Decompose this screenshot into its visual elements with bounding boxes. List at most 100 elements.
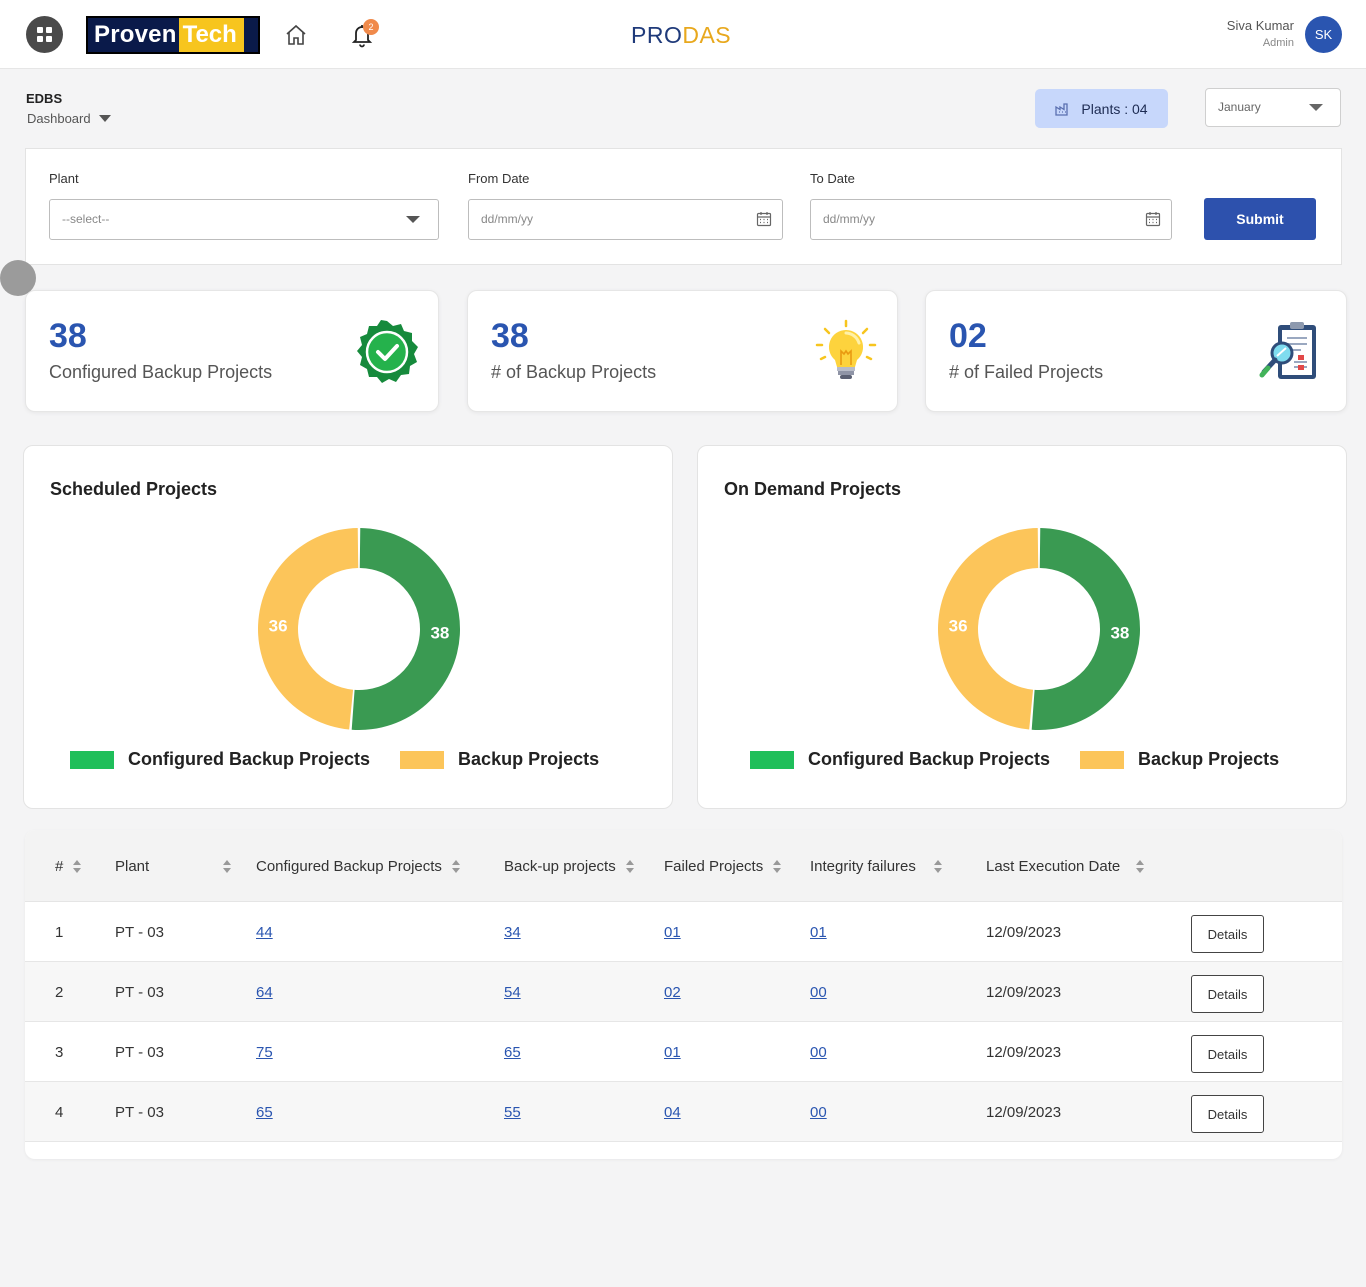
sort-icon [933, 860, 942, 873]
column-header-last-execution[interactable]: Last Execution Date [986, 858, 1145, 875]
app-menu-button[interactable] [26, 16, 63, 53]
details-button[interactable]: Details [1191, 915, 1264, 953]
cell-number-text: 3 [55, 1044, 64, 1061]
donut-label-backup: 36 [269, 617, 288, 636]
legend-label: Backup Projects [458, 749, 600, 769]
cell-integrity[interactable]: 00 [810, 1104, 827, 1121]
cell-failed[interactable]: 04 [664, 1104, 681, 1121]
cell-configured-link[interactable]: 75 [256, 1044, 273, 1061]
chart-card-on-demand: On Demand Projects 38 36 Configured Backu… [697, 445, 1347, 809]
cell-backup-link[interactable]: 34 [504, 924, 521, 941]
column-header-backup[interactable]: Back-up projects [504, 858, 634, 875]
calendar-icon[interactable] [756, 211, 772, 227]
sort-icon [773, 860, 782, 873]
cell-number-text: 4 [55, 1104, 64, 1121]
cell-backup-link[interactable]: 65 [504, 1044, 521, 1061]
donut-slice-configured[interactable] [1031, 528, 1140, 730]
column-header-number[interactable]: # [55, 858, 82, 875]
cell-configured[interactable]: 75 [256, 1044, 273, 1061]
top-bar: Proven Tech 2 PRODAS Siva Kumar Admin SK [0, 0, 1366, 69]
from-date-label: From Date [468, 171, 530, 186]
cell-configured-link[interactable]: 44 [256, 924, 273, 941]
cell-integrity[interactable]: 00 [810, 1044, 827, 1061]
donut-label-configured: 38 [1110, 623, 1129, 642]
legend-item-configured[interactable]: Configured Backup Projects [750, 749, 1050, 770]
sort-icon [451, 860, 460, 873]
legend-item-backup[interactable]: Backup Projects [400, 749, 599, 770]
plants-badge[interactable]: Plants : 04 [1035, 89, 1168, 128]
stat-value: 02 [949, 317, 987, 355]
details-button[interactable]: Details [1191, 975, 1264, 1013]
cell-backup[interactable]: 34 [504, 924, 521, 941]
cell-failed-link[interactable]: 02 [664, 984, 681, 1001]
cell-integrity[interactable]: 00 [810, 984, 827, 1001]
stat-label: # of Backup Projects [491, 362, 657, 382]
month-select[interactable]: January [1205, 88, 1341, 127]
legend-item-backup[interactable]: Backup Projects [1080, 749, 1279, 770]
avatar[interactable]: SK [1305, 16, 1342, 53]
cell-backup-link[interactable]: 54 [504, 984, 521, 1001]
cell-last-execution-text: 12/09/2023 [986, 984, 1062, 1001]
column-header-plant[interactable]: Plant [115, 858, 231, 875]
cell-configured[interactable]: 65 [256, 1104, 273, 1121]
details-button[interactable]: Details [1191, 1095, 1264, 1133]
donut-slice-configured[interactable] [351, 528, 460, 730]
chevron-down-icon [1309, 104, 1323, 111]
table-row: 1 PT - 03 44 34 01 01 12/09/2023 Details [25, 902, 1342, 962]
to-date-placeholder: dd/mm/yy [823, 212, 876, 226]
cell-failed-link[interactable]: 04 [664, 1104, 681, 1121]
cell-backup-link[interactable]: 55 [504, 1104, 521, 1121]
cell-plant: PT - 03 [115, 1044, 164, 1061]
cell-failed[interactable]: 01 [664, 1044, 681, 1061]
donut-slice-backup[interactable] [258, 528, 359, 730]
cell-number: 1 [55, 924, 63, 941]
stat-card-failed: 02 # of Failed Projects [925, 290, 1347, 412]
cell-configured-link[interactable]: 64 [256, 984, 273, 1001]
stat-value: 38 [491, 317, 529, 355]
cell-integrity[interactable]: 01 [810, 924, 827, 941]
details-button[interactable]: Details [1191, 1035, 1264, 1073]
home-icon[interactable] [284, 23, 308, 47]
cell-backup[interactable]: 54 [504, 984, 521, 1001]
column-header-configured[interactable]: Configured Backup Projects [256, 858, 460, 875]
legend-label: Configured Backup Projects [128, 749, 371, 769]
plants-count: Plants : 04 [1081, 100, 1148, 117]
cell-backup[interactable]: 55 [504, 1104, 521, 1121]
cell-number-text: 2 [55, 984, 64, 1001]
legend-item-configured[interactable]: Configured Backup Projects [70, 749, 370, 770]
cell-integrity-link[interactable]: 00 [810, 1104, 827, 1121]
cell-failed[interactable]: 01 [664, 924, 681, 941]
cell-backup[interactable]: 65 [504, 1044, 521, 1061]
breadcrumb-dropdown[interactable]: Dashboard [27, 111, 111, 126]
prodas-brand: PRODAS [631, 22, 732, 48]
chart-title: Scheduled Projects [50, 479, 218, 499]
column-header-failed[interactable]: Failed Projects [664, 858, 782, 875]
to-date-label: To Date [810, 171, 855, 186]
cell-integrity-link[interactable]: 00 [810, 1044, 827, 1061]
proventech-logo[interactable]: Proven Tech [86, 16, 260, 54]
cell-integrity-link[interactable]: 01 [810, 924, 827, 941]
filter-panel: Plant --select-- From Date dd/mm/yy To D… [25, 148, 1342, 265]
plant-select[interactable]: --select-- [49, 199, 439, 240]
cell-failed[interactable]: 02 [664, 984, 681, 1001]
cell-configured[interactable]: 64 [256, 984, 273, 1001]
stat-value: 38 [49, 317, 87, 355]
breadcrumb-current: Dashboard [27, 111, 91, 126]
column-header-integrity[interactable]: Integrity failures [810, 858, 942, 875]
cell-failed-link[interactable]: 01 [664, 1044, 681, 1061]
cell-configured-link[interactable]: 65 [256, 1104, 273, 1121]
legend-label: Configured Backup Projects [808, 749, 1051, 769]
scheduled-donut-chart: 38 36 [258, 528, 460, 730]
cell-integrity-link[interactable]: 00 [810, 984, 827, 1001]
to-date-input[interactable]: dd/mm/yy [810, 199, 1172, 240]
from-date-placeholder: dd/mm/yy [481, 212, 534, 226]
calendar-icon[interactable] [1145, 211, 1161, 227]
from-date-input[interactable]: dd/mm/yy [468, 199, 783, 240]
cell-failed-link[interactable]: 01 [664, 924, 681, 941]
donut-slice-backup[interactable] [938, 528, 1039, 730]
legend-label: Backup Projects [1138, 749, 1280, 769]
submit-button[interactable]: Submit [1204, 198, 1316, 240]
cell-configured[interactable]: 44 [256, 924, 273, 941]
user-role: Admin [1262, 37, 1294, 49]
table-row: 4 PT - 03 65 55 04 00 12/09/2023 Details [25, 1082, 1342, 1142]
